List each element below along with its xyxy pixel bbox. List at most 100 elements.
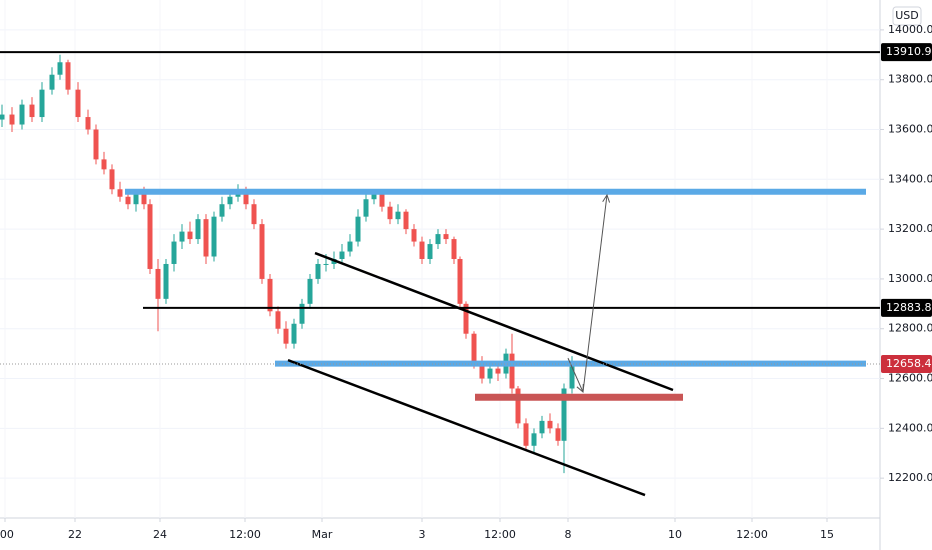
candle-body	[163, 263, 169, 299]
candle-body	[539, 420, 545, 434]
candle-body	[275, 311, 281, 329]
price-label: 12883.8	[886, 301, 932, 314]
candle-body	[427, 244, 433, 259]
price-label-bg	[881, 298, 932, 317]
candle-body	[355, 216, 361, 242]
candle-body	[291, 323, 297, 344]
candle-body	[569, 363, 575, 389]
candle-body	[435, 234, 441, 245]
candle-body	[85, 117, 91, 130]
candle-body	[219, 204, 225, 217]
candle-body	[371, 194, 377, 200]
candle-body	[307, 278, 313, 304]
candle-body	[93, 129, 99, 160]
x-tick-label: 12:00	[229, 528, 261, 541]
candle-body	[251, 204, 257, 225]
candle-body	[243, 191, 249, 205]
y-tick-label: 12400.0	[888, 421, 932, 434]
candle-body	[283, 328, 289, 344]
candle-body	[171, 241, 177, 264]
candle-body	[211, 216, 217, 257]
candle-body	[479, 363, 485, 379]
candle-body	[443, 234, 449, 240]
candle-body	[547, 420, 553, 429]
candle-body	[523, 423, 529, 446]
candle-body	[451, 239, 457, 259]
currency-box[interactable]	[892, 6, 922, 26]
candle-body	[363, 199, 369, 217]
x-tick-label: 15	[820, 528, 834, 541]
candle-body	[125, 196, 131, 205]
candle-body	[403, 211, 409, 230]
arrow-head	[576, 383, 584, 394]
candle-body	[339, 251, 345, 259]
candle-body	[487, 368, 493, 379]
price-label: 13910.9	[886, 45, 932, 58]
plot	[0, 29, 880, 497]
candle-body	[195, 219, 201, 240]
candle-body	[531, 433, 537, 446]
drawing-line	[287, 358, 646, 497]
candle-body	[147, 204, 153, 269]
x-tick-label: Mar	[312, 528, 333, 541]
candle-body	[259, 224, 265, 279]
price-label: 12658.4	[886, 357, 932, 370]
candle-body	[495, 368, 501, 374]
candle-body	[509, 353, 515, 389]
candle-body	[299, 303, 305, 324]
candle-body	[65, 62, 71, 90]
candle-body	[187, 231, 193, 240]
candle-body	[395, 211, 401, 220]
candle-body	[315, 263, 321, 279]
drawing-line	[582, 194, 608, 393]
candle-body	[39, 89, 45, 118]
candle-body	[19, 104, 25, 125]
candle-body	[471, 333, 477, 364]
candle-body	[0, 114, 5, 120]
y-tick-label: 13600.0	[888, 123, 932, 136]
candle-body	[387, 206, 393, 220]
y-tick-label: 12600.0	[888, 372, 932, 385]
x-tick-label: 24	[153, 528, 167, 541]
candle-body	[347, 241, 353, 252]
candle-body	[179, 231, 185, 242]
candle-body	[267, 278, 273, 312]
candle-body	[29, 104, 35, 118]
candle-body	[141, 194, 147, 205]
candle-body	[117, 189, 123, 197]
y-tick-label: 12800.0	[888, 322, 932, 335]
candle-body	[463, 303, 469, 334]
price-label-bg	[881, 354, 932, 373]
x-tick-label: 12:00	[736, 528, 768, 541]
y-tick-label: 13400.0	[888, 172, 932, 185]
currency: USD	[895, 9, 919, 22]
candle-body	[75, 89, 81, 118]
y-tick-label: 13000.0	[888, 272, 932, 285]
x-tick-label: 12:00	[484, 528, 516, 541]
candle-body	[561, 388, 567, 441]
x-tick-label: 10	[668, 528, 682, 541]
candle-body	[323, 263, 329, 265]
x-tick-label: 3	[419, 528, 426, 541]
price-label-bg	[881, 43, 932, 62]
candle-body	[379, 194, 385, 207]
candle-body	[101, 159, 107, 170]
drawing-line	[314, 251, 674, 392]
candle-body	[419, 241, 425, 259]
candle-body	[203, 219, 209, 257]
candle-body	[9, 114, 15, 125]
candle-body	[109, 169, 115, 190]
x-tick-label: 22	[68, 528, 82, 541]
y-tick-label: 13800.0	[888, 73, 932, 86]
y-tick-label: 12200.0	[888, 471, 932, 484]
candle-body	[155, 268, 161, 299]
x-tick-label: :00	[0, 528, 14, 541]
x-tick-label: 8	[565, 528, 572, 541]
candle-body	[57, 62, 63, 75]
y-tick-label: 13200.0	[888, 222, 932, 235]
candle-body	[49, 74, 55, 90]
arrow-head	[602, 193, 611, 203]
y-tick-label: 14000.0	[888, 23, 932, 36]
